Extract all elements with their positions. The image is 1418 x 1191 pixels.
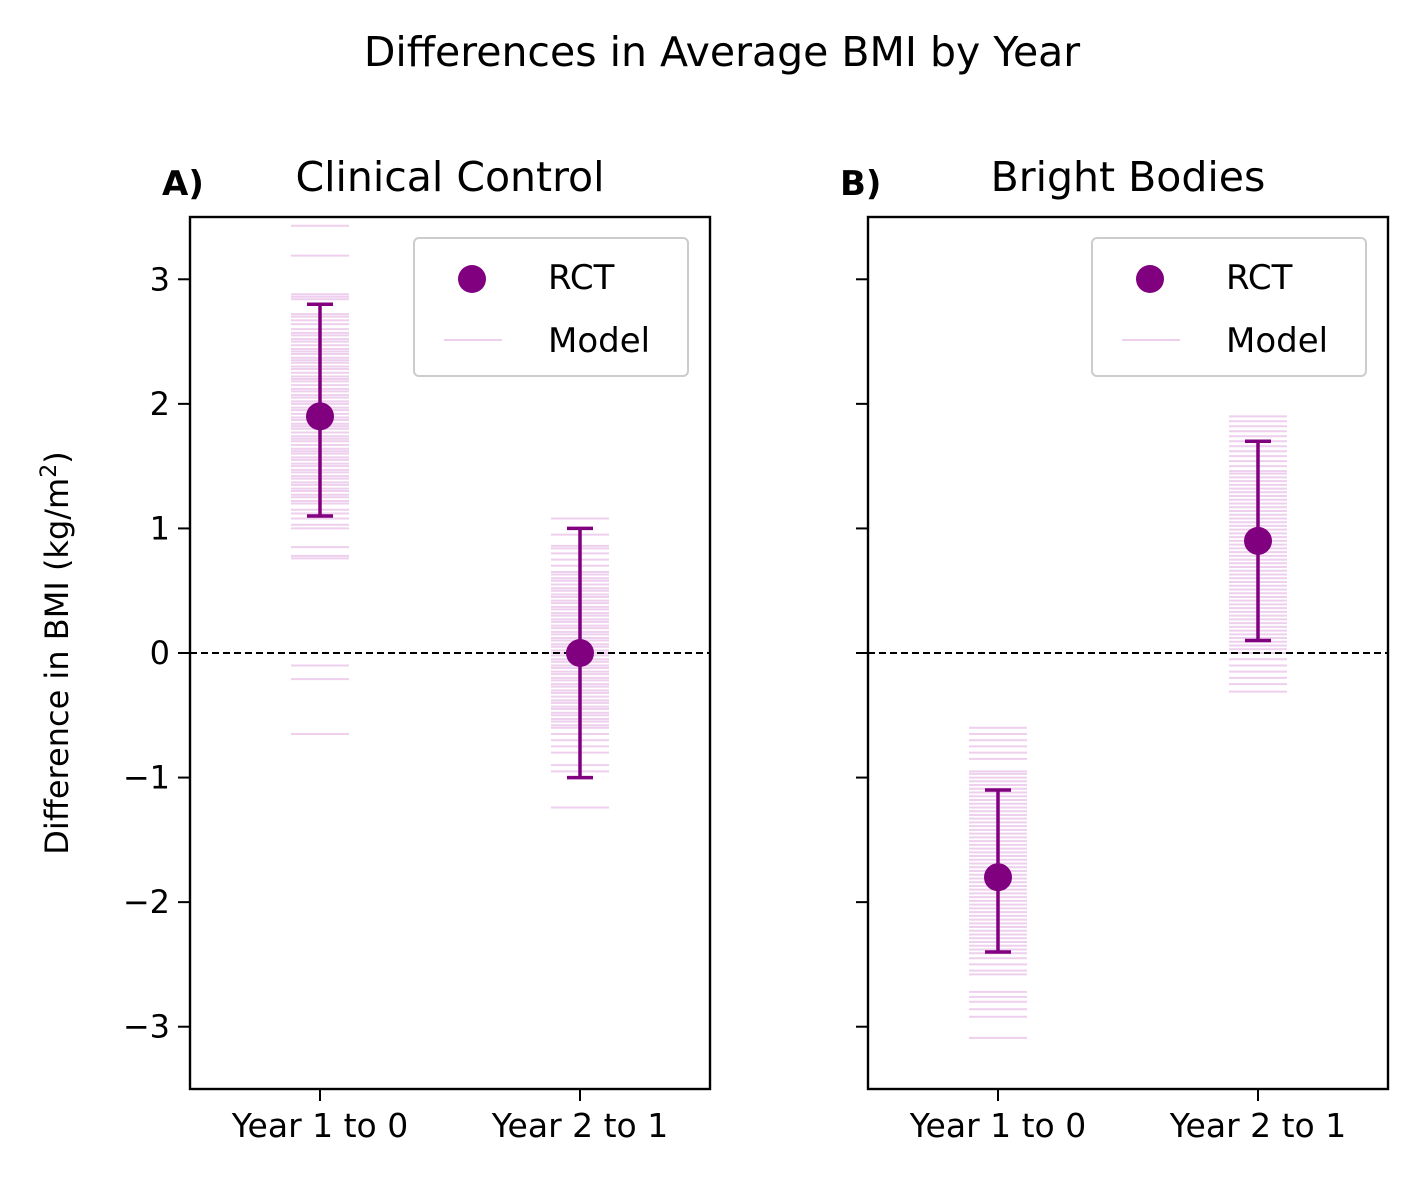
y-axis-label-main: Difference in BMI (kg/m	[38, 478, 76, 855]
legend-rct-marker	[1136, 265, 1164, 293]
legend: RCT Model	[413, 237, 689, 377]
panel-title-bright-bodies: Bright Bodies	[991, 153, 1266, 201]
legend: RCT Model	[1091, 237, 1367, 377]
legend-model-label: Model	[548, 321, 650, 361]
rct-point-year-2-to-1	[1244, 526, 1272, 555]
legend-rct-label: RCT	[1226, 258, 1293, 298]
y-tick-label: −3	[123, 1008, 170, 1046]
panel-title-clinical-control: Clinical Control	[295, 153, 604, 201]
panel-bright-bodies: B) Bright Bodies Year 1 to 0 Year 2 to 1 R…	[840, 153, 1390, 1145]
panel-label-a: A)	[162, 164, 204, 204]
x-tick-label-year-1-to-0: Year 1 to 0	[231, 1106, 408, 1145]
legend-rct-marker	[458, 265, 486, 293]
y-tick-label: −1	[123, 759, 170, 797]
y-axis-label: Difference in BMI (kg/m2)	[37, 451, 76, 854]
panel-clinical-control: A) Clinical Control Difference in BMI (k…	[37, 153, 712, 1145]
rct-point-year-1-to-0	[306, 402, 334, 431]
y-axis-label-superscript: 2	[37, 464, 62, 478]
rct-point-year-2-to-1	[566, 639, 594, 667]
legend-model-label: Model	[1226, 321, 1328, 361]
y-tick-label: 3	[150, 260, 170, 298]
y-tick-label: 1	[150, 509, 170, 547]
legend-rct-label: RCT	[548, 258, 615, 298]
x-tick-label-year-2-to-1: Year 2 to 1	[1169, 1106, 1346, 1145]
x-tick-label-year-1-to-0: Year 1 to 0	[909, 1106, 1086, 1145]
y-tick-label: 0	[150, 634, 170, 672]
y-axis-label-close: )	[38, 451, 76, 463]
panel-label-b: B)	[840, 164, 881, 204]
x-tick-label-year-2-to-1: Year 2 to 1	[491, 1106, 668, 1145]
y-tick-label: 2	[150, 385, 170, 423]
figure-title: Differences in Average BMI by Year	[364, 28, 1080, 76]
rct-point-year-1-to-0	[984, 863, 1012, 892]
model-draws-year-2-to-1	[1229, 415, 1287, 693]
y-tick-label: −2	[123, 883, 170, 921]
